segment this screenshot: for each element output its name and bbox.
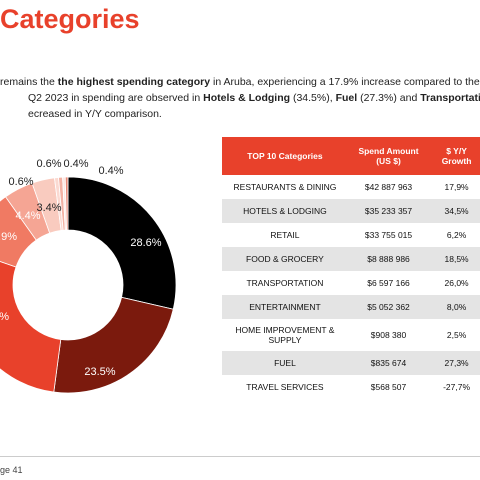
table-cell: RESTAURANTS & DINING (233, 182, 337, 192)
table-cell: 26,0% (444, 278, 469, 288)
table-cell: -27,7% (443, 382, 471, 392)
table-cell: ENTERTAINMENT (222, 295, 348, 319)
table-cell: $6 597 166 (367, 278, 410, 288)
slice-label: 0.6% (8, 176, 33, 188)
page-number: ge 41 (0, 465, 23, 475)
slice-label: 28.2% (0, 311, 9, 323)
text-bold: Transportation (420, 92, 480, 104)
table-cell: FUEL (222, 351, 348, 375)
table-cell: $42 887 963 (364, 182, 413, 192)
table-cell: TRAVEL SERVICES (246, 382, 324, 392)
table-cell: 34,5% (429, 199, 480, 223)
table-cell: $568 507 (370, 382, 407, 392)
slice-label: 0.4% (63, 158, 88, 170)
body-line: ecreased in Y/Y comparison. (28, 108, 162, 120)
table-row: RETAIL $33 755 015 6,2% (222, 223, 480, 247)
text: in Aruba, experiencing a 17.9% increase … (210, 76, 480, 88)
table-row: TRANSPORTATION $6 597 166 26,0% (222, 271, 480, 295)
text: ecreased in Y/Y comparison. (28, 108, 162, 120)
table-cell: HOTELS & LODGING (222, 199, 348, 223)
table-header: TOP 10 Categories Spend Amount (US $) $ Y/… (222, 137, 480, 175)
table-row: FUEL $835 674 27,3% (222, 351, 480, 375)
donut-slice (67, 176, 177, 310)
column-header: $ Y/Y Growth (429, 137, 480, 175)
page-title: Categories (0, 4, 140, 34)
table-cell: FOOD & GROCERY (222, 247, 348, 271)
table-row: ENTERTAINMENT $5 052 362 8,0% (222, 295, 480, 319)
donut-slice (0, 261, 62, 393)
table-cell: 6,2% (446, 230, 467, 240)
text: Q2 2023 in spending are observed in (28, 92, 204, 104)
slice-label: 23.5% (84, 366, 115, 378)
table-cell: TRANSPORTATION (246, 278, 324, 288)
footer-rule (0, 456, 480, 457)
table-cell: 27,3% (429, 351, 480, 375)
table-cell: 8,0% (429, 295, 480, 319)
table-row: HOME IMPROVEMENT & SUPPLY $908 380 2,5% (222, 319, 480, 351)
text: remains the (0, 76, 58, 88)
table-cell: $33 755 015 (364, 230, 413, 240)
donut-slice (53, 296, 174, 394)
table-cell: 17,9% (444, 182, 469, 192)
data-table: TOP 10 Categories Spend Amount (US $) $ Y/… (222, 137, 480, 399)
table-cell: RETAIL (270, 230, 300, 240)
text: (27.3%) and (357, 92, 421, 104)
slice-label: 4.4% (15, 210, 40, 222)
table-cell: $5 052 362 (347, 295, 430, 319)
slice-label: 28.6% (130, 237, 161, 249)
table-row: TRAVEL SERVICES $568 507 -27,7% (222, 375, 480, 399)
table-cell: HOME IMPROVEMENT & SUPPLY (235, 325, 335, 345)
slice-label: 0.6% (36, 158, 61, 170)
table-cell: $35 233 357 (347, 199, 430, 223)
table-cell: 2,5% (446, 330, 467, 340)
column-header: TOP 10 Categories (222, 137, 348, 175)
table-cell: $835 674 (347, 351, 430, 375)
table-cell: 18,5% (429, 247, 480, 271)
column-header: Spend Amount (US $) (347, 137, 430, 175)
table-row: FOOD & GROCERY $8 888 986 18,5% (222, 247, 480, 271)
text-bold: Fuel (335, 92, 358, 104)
slice-label: 9.9% (0, 231, 17, 243)
donut-chart: 28.6%23.5%28.2%9.9%4.4%3.4%0.6%0.6%0.4%0… (0, 158, 177, 394)
table-row: RESTAURANTS & DINING $42 887 963 17,9% (222, 175, 480, 199)
body-line: remains the the highest spending categor… (0, 76, 480, 88)
body-line: Q2 2023 in spending are observed in Hote… (28, 92, 480, 104)
slice-label: 0.4% (98, 165, 123, 177)
table-cell: $908 380 (370, 330, 407, 340)
table-row: HOTELS & LODGING $35 233 357 34,5% (222, 199, 480, 223)
table-cell: $8 888 986 (347, 247, 430, 271)
donut-slice (64, 176, 69, 231)
text: (34.5%), (290, 92, 336, 104)
text-bold: Hotels & Lodging (203, 92, 291, 104)
slice-label: 3.4% (36, 202, 61, 214)
text-bold: the highest spending category (57, 76, 211, 88)
